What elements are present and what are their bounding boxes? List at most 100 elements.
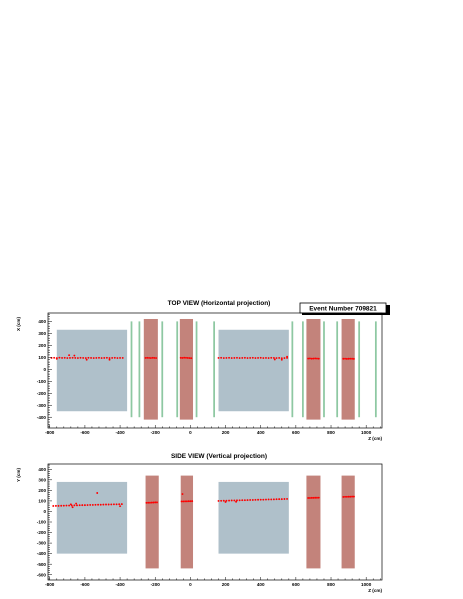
top-view-station-region-11 — [213, 321, 215, 418]
top-view-hit-3-28 — [280, 358, 283, 361]
top-view-hit-2-5 — [188, 357, 191, 359]
top-view-x-tick-label--400: -400 — [115, 430, 125, 435]
top-view-y-tick-label-0: 0 — [43, 367, 46, 372]
side-view-hit-4-1 — [308, 497, 311, 499]
top-view-hit-0-14 — [87, 356, 90, 359]
side-view-hit-0-28 — [75, 502, 78, 505]
side-view-hit-0-31 — [69, 503, 72, 506]
top-view-hit-3-27 — [273, 358, 276, 361]
side-view-hit-3-26 — [286, 497, 289, 500]
top-view-hit-0-29 — [73, 354, 76, 357]
side-view-y-tick-label-400: 400 — [38, 467, 46, 472]
side-view-magnet-region-4 — [306, 475, 321, 569]
top-view-x-axis-label: Z (cm) — [368, 436, 382, 441]
top-view-hit-0-12 — [82, 356, 85, 359]
side-view-hit-3-10 — [243, 499, 246, 502]
side-view-hit-0-3 — [60, 504, 63, 507]
top-view-station-region-7 — [138, 321, 141, 418]
top-view-station-region-14 — [323, 321, 325, 418]
top-view-y-tick-label-400: 400 — [38, 319, 46, 324]
side-view-hit-0-15 — [91, 503, 94, 506]
top-view-y-tick-label--300: -300 — [37, 403, 47, 408]
side-view-hit-5-2 — [345, 495, 348, 498]
side-view-hit-3-21 — [272, 498, 275, 501]
side-view-panel: SIDE VIEW (Vertical projection) -800 -600… — [16, 453, 382, 593]
side-view-hit-0-12 — [83, 504, 86, 507]
side-view-y-tick-label--300: -300 — [37, 541, 47, 546]
side-view-x-tick-label-0: 0 — [189, 582, 192, 587]
top-view-hit-5-2 — [345, 357, 348, 360]
side-view-hit-2-7 — [181, 493, 184, 496]
side-view-hit-0-25 — [118, 503, 121, 506]
top-view-x-tick-label-600: 600 — [292, 430, 300, 435]
side-view-hit-1-2 — [149, 501, 151, 504]
top-view-hit-3-15 — [257, 356, 260, 359]
side-view-y-tick-label--500: -500 — [37, 562, 47, 567]
top-view-y-tick-label--200: -200 — [37, 391, 47, 396]
top-view-hit-3-2 — [222, 357, 225, 359]
top-view-hit-0-13 — [84, 357, 87, 359]
top-view-hit-0-8 — [71, 356, 74, 359]
top-view-hit-0-7 — [69, 356, 71, 359]
top-view-magnet-region-4 — [306, 318, 321, 420]
top-view-hit-0-6 — [66, 357, 69, 359]
side-view-hit-0-23 — [112, 503, 115, 506]
side-view-x-tick-label--600: -600 — [80, 582, 90, 587]
side-view-hit-3-23 — [278, 498, 281, 501]
top-view-y-tick-label-300: 300 — [38, 331, 46, 336]
top-view-hit-3-13 — [251, 356, 254, 359]
top-view-hit-4-6 — [317, 357, 320, 360]
side-view-hit-0-20 — [105, 503, 107, 506]
top-view-hit-0-24 — [113, 356, 116, 359]
top-view-hit-0-23 — [111, 356, 114, 359]
top-view-hit-3-12 — [249, 356, 252, 359]
top-view-hit-0-17 — [95, 356, 98, 359]
side-view-hit-4-3 — [312, 496, 315, 499]
top-view-title: TOP VIEW (Horizontal projection) — [168, 300, 271, 307]
top-view-hit-0-30 — [85, 358, 88, 361]
side-view-x-tick-label-800: 800 — [327, 582, 335, 587]
top-view-hit-0-9 — [74, 356, 77, 359]
top-view-hit-3-23 — [278, 356, 281, 359]
side-view-hit-5-4 — [349, 495, 352, 498]
side-view-hit-3-24 — [280, 498, 283, 501]
top-view-x-tick-label-0: 0 — [189, 430, 192, 435]
side-view-hit-3-1 — [220, 499, 223, 502]
top-view-hit-1-4 — [151, 356, 154, 359]
top-view-hit-0-3 — [58, 356, 61, 359]
side-view-magnet-region-1 — [145, 475, 159, 569]
top-view-hit-0-5 — [63, 356, 66, 359]
top-view-hit-0-25 — [116, 357, 119, 359]
top-view-y-tick-label-100: 100 — [38, 355, 46, 360]
top-view-magnet-region-2 — [179, 318, 194, 420]
side-view-hit-0-30 — [119, 505, 122, 508]
top-view-hit-3-25 — [283, 357, 286, 359]
top-view-hit-0-16 — [92, 357, 95, 359]
side-view-hit-3-28 — [235, 500, 238, 503]
side-view-magnet-region-2 — [180, 475, 194, 569]
top-view-x-tick-label-200: 200 — [222, 430, 230, 435]
side-view-hit-5-1 — [344, 495, 347, 498]
side-view-y-tick-label-0: 0 — [43, 509, 46, 514]
top-view-hit-0-20 — [103, 356, 106, 359]
side-view-hit-5-3 — [347, 495, 350, 498]
top-view-x-tick-label--600: -600 — [80, 430, 90, 435]
side-view-hit-4-4 — [314, 496, 317, 499]
top-view-hits — [50, 354, 355, 361]
top-view-hit-4-5 — [316, 357, 318, 360]
side-view-hit-1-1 — [147, 501, 150, 504]
side-view-hit-1-6 — [156, 501, 158, 504]
top-view-station-region-6 — [130, 321, 133, 418]
top-view-hit-3-17 — [262, 357, 265, 359]
top-view-hit-4-1 — [308, 357, 311, 360]
top-view-hit-3-1 — [220, 356, 223, 359]
top-view-hit-1-6 — [155, 357, 158, 359]
side-view-hit-3-16 — [259, 498, 262, 501]
side-view-hit-3-13 — [251, 499, 254, 501]
side-view-hit-3-20 — [270, 498, 273, 501]
top-view-hit-1-5 — [153, 356, 156, 359]
side-view-hit-2-0 — [180, 500, 183, 503]
side-view-y-tick-label--100: -100 — [37, 520, 47, 525]
side-view-hits — [52, 492, 355, 509]
